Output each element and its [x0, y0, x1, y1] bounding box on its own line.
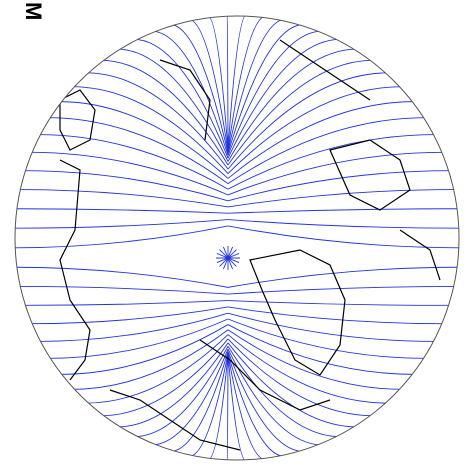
coastline	[159, 59, 211, 141]
field-line	[227, 353, 286, 458]
field-line	[227, 345, 341, 438]
field-line	[227, 38, 341, 159]
field-line	[227, 59, 374, 166]
field-line	[169, 351, 229, 453]
field-line	[226, 354, 229, 460]
field-line	[227, 324, 415, 375]
field-line	[227, 219, 459, 229]
field-line	[227, 30, 323, 156]
field-lines	[15, 16, 459, 460]
field-line	[30, 151, 229, 196]
field-line	[227, 300, 451, 306]
field-line	[85, 72, 229, 170]
field-line	[85, 334, 229, 404]
field-line	[59, 324, 229, 375]
field-line	[48, 318, 229, 359]
coastline	[279, 39, 371, 101]
field-line	[18, 286, 229, 295]
field-line	[15, 266, 229, 288]
field-line	[227, 225, 459, 249]
field-line	[227, 101, 415, 179]
field-line	[133, 346, 229, 438]
field-line	[116, 342, 229, 428]
map-title: M	[21, 2, 46, 20]
field-line	[100, 59, 229, 166]
field-line	[227, 348, 323, 446]
coastline	[109, 389, 241, 451]
field-line	[227, 286, 456, 295]
greenland	[249, 249, 346, 376]
field-line	[71, 329, 229, 390]
field-line	[116, 48, 229, 162]
coastline	[199, 339, 331, 411]
field-line	[227, 170, 451, 202]
field-line	[226, 16, 229, 151]
field-line	[151, 30, 229, 156]
field-line	[133, 38, 229, 159]
field-line	[227, 189, 456, 208]
field-line	[169, 23, 229, 154]
field-line	[71, 86, 229, 174]
coastline	[59, 159, 91, 381]
field-line	[227, 338, 374, 417]
field-line	[23, 170, 229, 202]
field-line	[227, 86, 403, 174]
field-line	[227, 134, 436, 190]
field-line	[227, 351, 305, 453]
field-line	[227, 266, 459, 288]
field-line	[227, 72, 389, 170]
field-line	[15, 208, 229, 214]
field-line	[23, 300, 229, 306]
field-line	[48, 117, 229, 185]
field-line	[15, 219, 229, 229]
coastline	[399, 229, 441, 281]
map-boundary	[14, 15, 460, 461]
field-line	[30, 306, 229, 325]
field-line	[227, 329, 403, 390]
field-line	[227, 208, 459, 214]
coastline	[59, 89, 96, 151]
field-line	[18, 189, 229, 208]
field-line	[227, 23, 305, 154]
coastline	[329, 139, 411, 211]
field-line	[227, 117, 426, 185]
field-line	[227, 312, 436, 342]
field-line	[188, 18, 229, 152]
field-line	[15, 225, 229, 249]
field-line	[100, 338, 229, 417]
field-line	[38, 134, 229, 190]
field-line	[216, 252, 240, 264]
field-line	[59, 101, 229, 179]
field-line	[227, 18, 286, 152]
field-line	[38, 312, 229, 342]
field-line	[227, 354, 247, 460]
field-line	[227, 334, 389, 404]
coastlines	[59, 39, 441, 451]
field-line	[227, 318, 426, 359]
field-line	[151, 348, 229, 446]
field-line	[227, 16, 267, 151]
field-line	[227, 48, 358, 162]
field-line	[227, 306, 444, 325]
